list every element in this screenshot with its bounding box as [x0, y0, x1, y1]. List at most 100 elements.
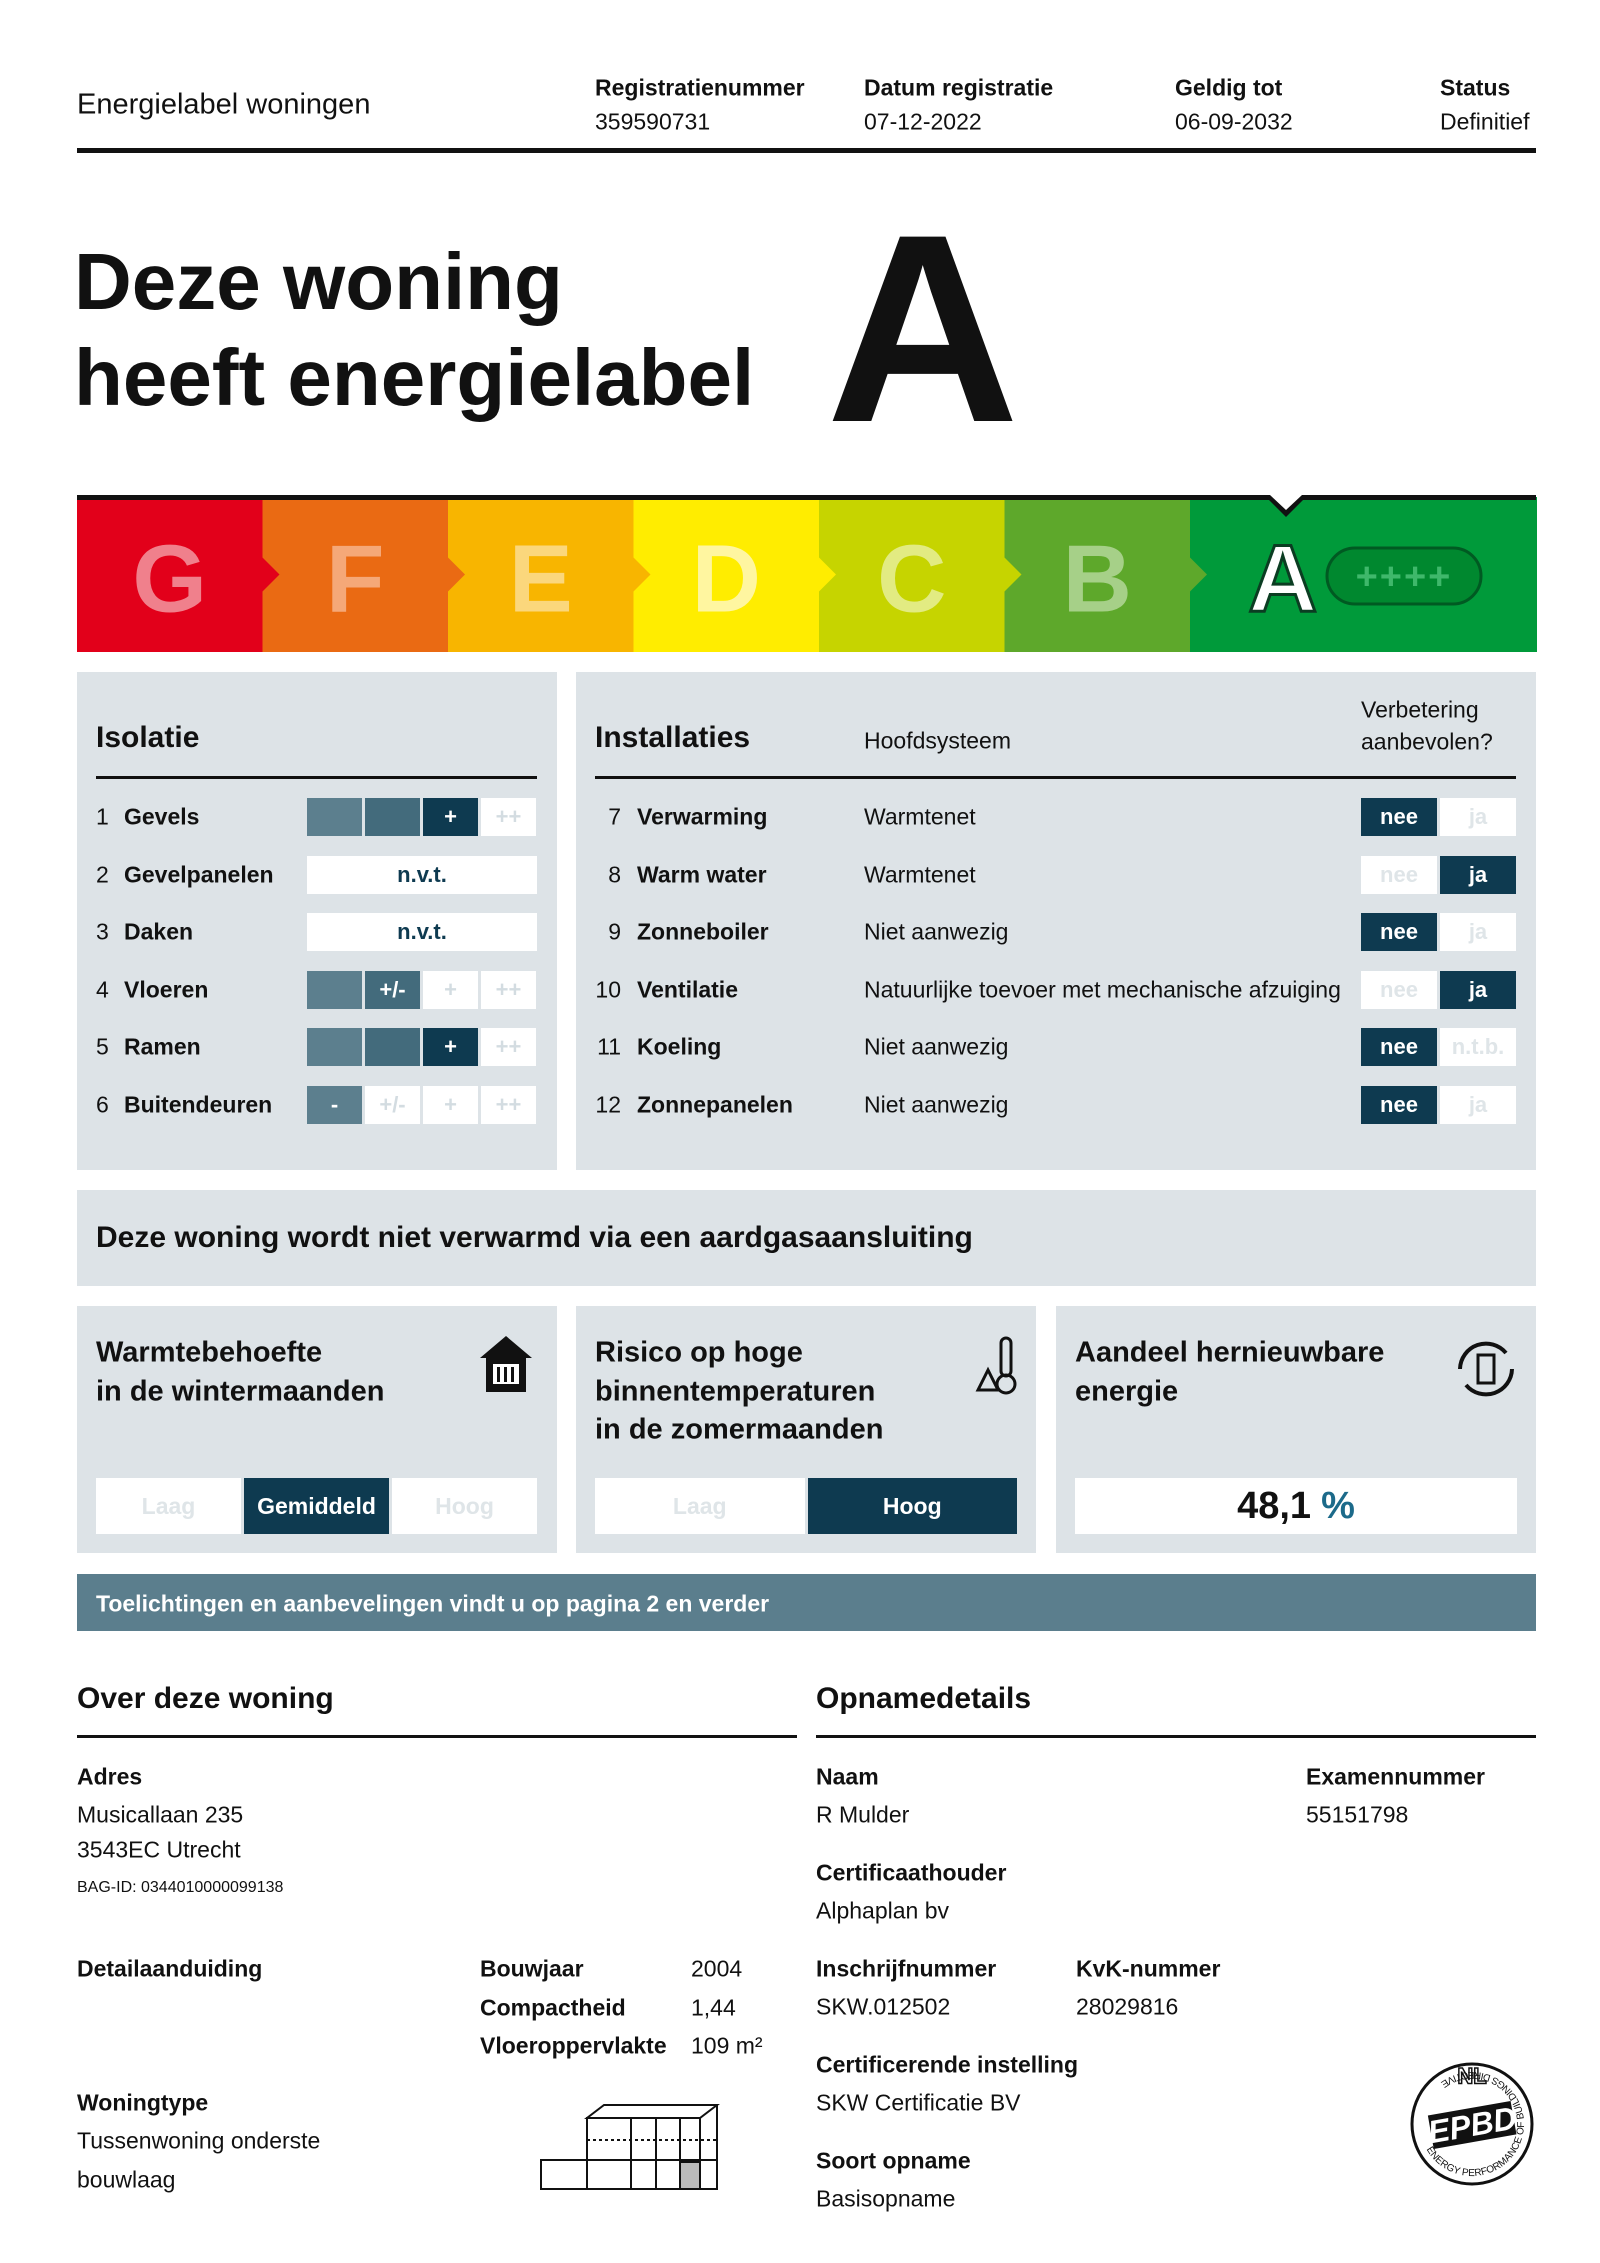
- bag-id: BAG-ID: 0344010000099138: [77, 1879, 284, 1896]
- indicator-title: energie: [1075, 1375, 1179, 1407]
- scale-arrow: [633, 557, 651, 592]
- field-value: Tussenwoning onderste: [77, 2127, 321, 2154]
- panel: [77, 1190, 1536, 1286]
- scale-segment: [448, 497, 635, 652]
- field-value: SKW.012502: [816, 1993, 951, 2020]
- advice-cell: nee: [1361, 798, 1437, 836]
- row-system: Niet aanwezig: [864, 918, 1009, 945]
- rule: [77, 1735, 797, 1738]
- scale-arrow: [819, 557, 836, 592]
- indicator-title: Risico op hoge: [595, 1336, 803, 1369]
- row-system: Warmtenet: [864, 861, 976, 888]
- header-field-value: 07-12-2022: [864, 108, 982, 135]
- row-number: 2: [96, 861, 109, 888]
- row-name: Daken: [124, 918, 194, 945]
- house-icon: [480, 1336, 532, 1392]
- header-field-label: Status: [1440, 74, 1511, 101]
- rating-cell: n.v.t.: [307, 855, 537, 894]
- rule: [816, 1735, 1536, 1738]
- rule: [595, 776, 1516, 779]
- rating-cell: [365, 798, 420, 836]
- field-label: Certificaathouder: [816, 1859, 1007, 1886]
- scale-segment: [633, 497, 820, 652]
- scale-letter: E: [509, 526, 573, 633]
- row-number: 10: [595, 976, 621, 1003]
- banner-text: Toelichtingen en aanbevelingen vindt u o…: [96, 1590, 770, 1617]
- rating-cell: ++: [481, 798, 536, 836]
- row-system: Warmtenet: [864, 803, 976, 830]
- row-name: Verwarming: [637, 803, 768, 830]
- field-label: Certificerende instelling: [816, 2051, 1079, 2078]
- row-name: Buitendeuren: [124, 1091, 273, 1118]
- row-name: Ventilatie: [637, 976, 738, 1003]
- advice-cell: nee: [1361, 1086, 1437, 1124]
- rating-cell: [307, 1028, 362, 1067]
- thermometer-icon: [975, 1336, 1017, 1395]
- fact-label: Bouwjaar: [480, 1955, 584, 1982]
- row-number: 7: [608, 803, 621, 830]
- field-label: KvK-nummer: [1076, 1955, 1221, 1982]
- advice-cell: ja: [1440, 855, 1516, 894]
- row-name: Gevelpanelen: [124, 861, 274, 888]
- scale-segment: [819, 497, 1006, 652]
- indicator-unit: %: [1321, 1484, 1355, 1527]
- field-value: 3543EC Utrecht: [77, 1836, 241, 1863]
- indicator-option: Hoog: [392, 1478, 537, 1534]
- row-number: 4: [96, 976, 109, 1003]
- scale-arrow: [262, 557, 280, 592]
- row-system: Niet aanwezig: [864, 1033, 1009, 1060]
- field-label: Detailaanduiding: [77, 1955, 263, 1982]
- column-header: Verbetering: [1361, 696, 1479, 723]
- section-title: Over deze woning: [77, 1682, 334, 1715]
- scale-arrow: [1190, 557, 1207, 592]
- field-label: Inschrijfnummer: [816, 1955, 997, 1982]
- indicator-option: Laag: [595, 1478, 805, 1534]
- indicator-title: Warmtebehoefte: [96, 1336, 323, 1369]
- indicator-value-box: 48,1%: [1075, 1478, 1517, 1534]
- headline: Deze woning: [74, 237, 563, 326]
- scale-segment: [1004, 497, 1191, 652]
- rating-cell: +/-: [365, 970, 420, 1009]
- rating-cell: [307, 970, 362, 1009]
- scale-segment: [262, 497, 449, 652]
- notice: Deze woning wordt niet verwarmd via een …: [96, 1221, 973, 1254]
- header-field-value: 359590731: [595, 108, 711, 135]
- house-drawing: [540, 2104, 720, 2190]
- panel-title: Installaties: [595, 721, 751, 754]
- indicator-option: Hoog: [807, 1478, 1017, 1534]
- scale-letter: G: [132, 526, 207, 633]
- indicator-title: Aandeel hernieuwbare: [1075, 1336, 1385, 1369]
- indicator-option: Laag: [96, 1478, 241, 1534]
- field-value: SKW Certificatie BV: [816, 2089, 1021, 2116]
- row-number: 1: [96, 803, 109, 830]
- indicator-title: binnentemperaturen: [595, 1375, 876, 1407]
- rating-cell: n.v.t.: [307, 913, 537, 952]
- field-value: R Mulder: [816, 1801, 910, 1828]
- rule: [96, 776, 537, 779]
- rating-cell: +: [423, 1028, 478, 1067]
- row-name: Ramen: [124, 1033, 201, 1060]
- header-field-value: 06-09-2032: [1175, 108, 1293, 135]
- fact-value: 2004: [691, 1955, 743, 1982]
- section-title: Opnamedetails: [816, 1682, 1032, 1715]
- advice-cell: nee: [1361, 855, 1437, 894]
- field-value: Musicallaan 235: [77, 1801, 244, 1828]
- field-label: Soort opname: [816, 2147, 971, 2174]
- row-number: 6: [96, 1091, 109, 1118]
- advice-cell: nee: [1361, 1028, 1437, 1067]
- row-name: Koeling: [637, 1033, 722, 1060]
- field-value: Alphaplan bv: [816, 1897, 949, 1924]
- indicator-value: 48,1: [1237, 1484, 1312, 1527]
- row-number: 9: [608, 918, 621, 945]
- advice-cell: nee: [1361, 970, 1437, 1009]
- fact-label: Compactheid: [480, 1994, 626, 2020]
- header-field-value: Definitief: [1440, 108, 1530, 135]
- rating-cell: ++: [481, 1028, 536, 1067]
- rating-cell: +: [423, 970, 478, 1009]
- field-label: Examennummer: [1306, 1763, 1485, 1790]
- scale-extra: ++++: [1356, 556, 1453, 598]
- field-value: bouwlaag: [77, 2166, 176, 2193]
- banner-bg: [77, 1574, 1536, 1631]
